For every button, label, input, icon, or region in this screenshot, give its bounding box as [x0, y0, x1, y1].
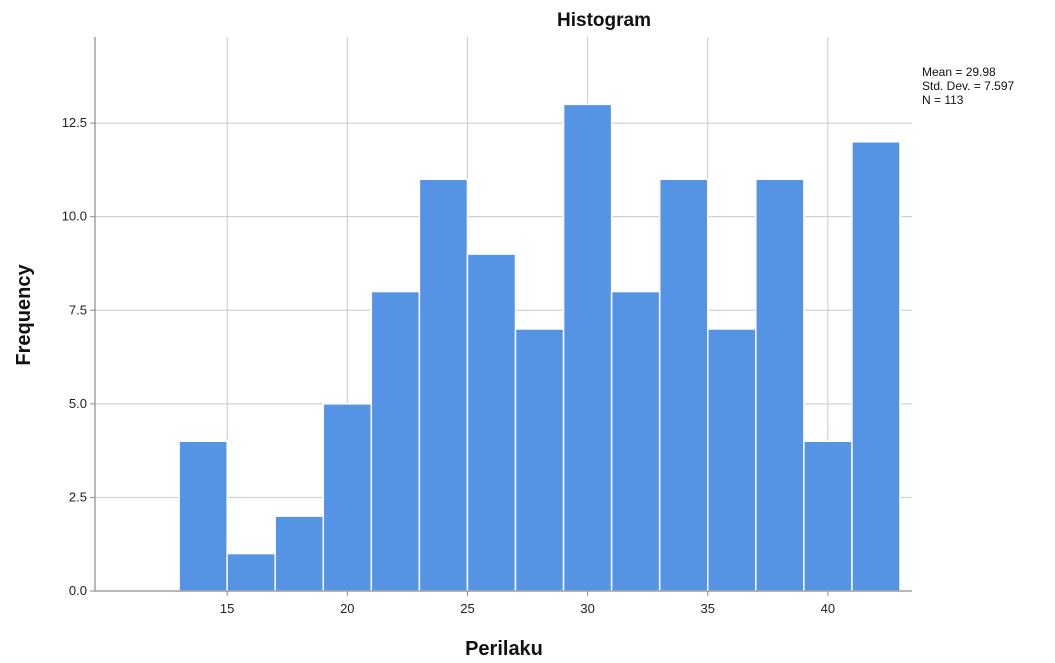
stat-mean: Mean = 29.98	[922, 65, 996, 79]
y-tick-label: 0.0	[69, 583, 87, 598]
histogram-bar	[755, 178, 805, 592]
histogram-bar	[274, 515, 325, 592]
y-axis-title: Frequency	[13, 264, 35, 366]
axis-layer	[94, 37, 912, 592]
x-tick-label: 15	[220, 601, 234, 616]
histogram-bar	[707, 328, 757, 592]
y-tick-label: 2.5	[69, 489, 87, 504]
histogram-bar	[322, 403, 373, 592]
stat-n: N = 113	[922, 93, 964, 107]
tick-layer: 0.0 2.5 5.0 7.5 10.0 12.5 15 20 25 30 35 40	[62, 115, 835, 616]
y-tick-label: 10.0	[62, 209, 87, 224]
x-tick-label: 30	[580, 601, 594, 616]
histogram-bar	[610, 290, 661, 592]
x-tick-label: 20	[340, 601, 354, 616]
bar-layer	[178, 103, 901, 592]
histogram-bar	[178, 440, 228, 592]
y-tick-label: 7.5	[69, 302, 87, 317]
chart-title: Histogram	[557, 10, 651, 31]
histogram-bar	[851, 141, 901, 592]
stat-std-dev: Std. Dev. = 7.597	[922, 79, 1015, 93]
histogram-bar	[370, 290, 421, 592]
histogram-bar	[658, 178, 709, 592]
histogram-bar	[562, 103, 613, 592]
x-tick-label: 35	[701, 601, 715, 616]
x-tick-label: 25	[460, 601, 474, 616]
y-tick-label: 5.0	[69, 396, 87, 411]
statistics-box: Mean = 29.98 Std. Dev. = 7.597 N = 113	[922, 65, 1014, 107]
histogram-bar	[514, 328, 565, 592]
x-axis-title: Perilaku	[465, 638, 543, 660]
histogram-bar	[418, 178, 469, 592]
y-tick-label: 12.5	[62, 115, 87, 130]
x-tick-label: 40	[821, 601, 835, 616]
histogram-bar	[466, 253, 517, 592]
histogram-bar	[226, 552, 276, 592]
histogram-bar	[803, 440, 853, 592]
